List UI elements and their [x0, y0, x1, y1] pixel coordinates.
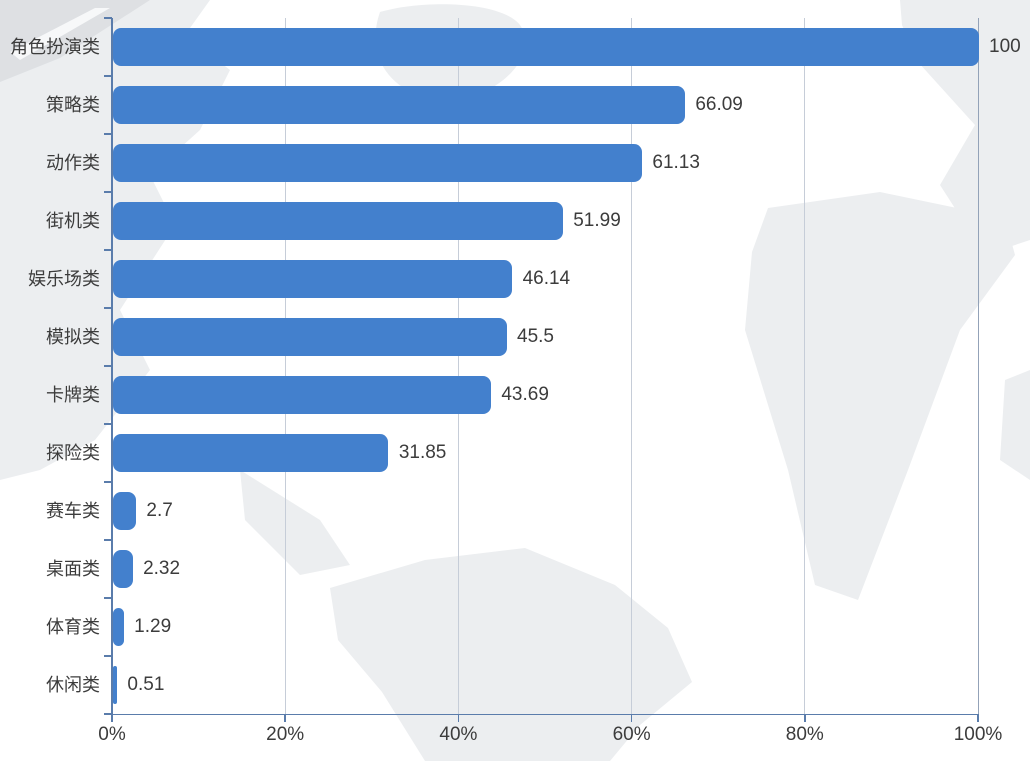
- value-label: 66.09: [695, 94, 743, 115]
- x-axis-tick-label: 20%: [266, 724, 305, 745]
- category-label: 街机类: [46, 211, 100, 231]
- value-label: 61.13: [652, 152, 700, 173]
- bar-赛车类[interactable]: [112, 492, 136, 530]
- category-label: 动作类: [46, 153, 100, 173]
- bar-卡牌类[interactable]: [112, 376, 491, 414]
- y-axis-tick: [104, 713, 112, 715]
- x-axis-tick-label: 80%: [785, 724, 824, 745]
- y-axis-tick: [104, 539, 112, 541]
- category-label: 角色扮演类: [10, 37, 100, 57]
- category-label: 娱乐场类: [28, 269, 100, 289]
- bar-桌面类[interactable]: [112, 550, 133, 588]
- bar-角色扮演类[interactable]: [112, 28, 979, 66]
- y-axis-tick: [104, 17, 112, 19]
- y-axis-tick: [104, 423, 112, 425]
- category-label: 赛车类: [46, 501, 100, 521]
- value-label: 2.7: [146, 500, 173, 521]
- x-axis-tick: [630, 714, 633, 722]
- value-label: 31.85: [398, 442, 447, 463]
- x-axis-tick-label: 0%: [98, 724, 126, 745]
- value-label: 46.14: [522, 268, 571, 289]
- x-axis-tick: [804, 714, 806, 722]
- bar-休闲类[interactable]: [112, 666, 117, 704]
- value-label: 45.5: [517, 326, 554, 347]
- value-label: 43.69: [501, 384, 549, 405]
- y-axis-tick: [104, 75, 112, 77]
- x-axis-tick: [111, 714, 113, 722]
- gridline-80: [804, 18, 806, 714]
- gridline-100: [977, 18, 979, 714]
- category-label: 桌面类: [46, 559, 100, 579]
- category-label: 休闲类: [46, 675, 100, 695]
- y-axis-tick: [104, 597, 112, 599]
- bar-街机类[interactable]: [112, 202, 563, 240]
- x-axis-tick-label: 40%: [439, 724, 478, 745]
- category-label: 卡牌类: [46, 385, 100, 405]
- bar-探险类[interactable]: [112, 434, 389, 472]
- gridline-40: [457, 18, 459, 714]
- bar-娱乐场类[interactable]: [112, 260, 513, 298]
- gridline-60: [631, 18, 633, 714]
- category-label: 探险类: [46, 443, 100, 463]
- y-axis-tick: [104, 481, 112, 483]
- category-label: 模拟类: [46, 327, 100, 347]
- value-label: 2.32: [143, 558, 181, 579]
- y-axis-tick: [104, 365, 112, 367]
- bar-体育类[interactable]: [112, 608, 124, 646]
- bar-模拟类[interactable]: [112, 318, 507, 356]
- bar-策略类[interactable]: [112, 86, 685, 124]
- gridline-20: [284, 18, 286, 714]
- y-axis-tick: [104, 249, 112, 251]
- x-axis-tick: [284, 714, 286, 722]
- x-axis-tick: [457, 714, 460, 722]
- plot-area: 100 66.09 61.13 51.99 46.14 45.5 43.69 31.85 2.7…: [98, 17, 1021, 745]
- x-axis-tick-label: 60%: [612, 724, 651, 745]
- value-label: 100: [989, 36, 1021, 57]
- x-axis-tick: [977, 714, 979, 722]
- category-label: 策略类: [46, 95, 100, 115]
- value-label: 51.99: [573, 210, 621, 231]
- value-label: 0.51: [127, 674, 165, 695]
- x-axis-line: [111, 713, 979, 715]
- y-axis-tick: [104, 655, 112, 657]
- value-label: 1.29: [134, 616, 172, 637]
- bar-动作类[interactable]: [112, 144, 642, 182]
- category-label: 体育类: [46, 617, 100, 637]
- y-axis-tick: [104, 307, 112, 309]
- y-axis-tick: [104, 191, 112, 193]
- y-axis-tick: [104, 133, 112, 135]
- x-axis-tick-label: 100%: [953, 724, 1003, 745]
